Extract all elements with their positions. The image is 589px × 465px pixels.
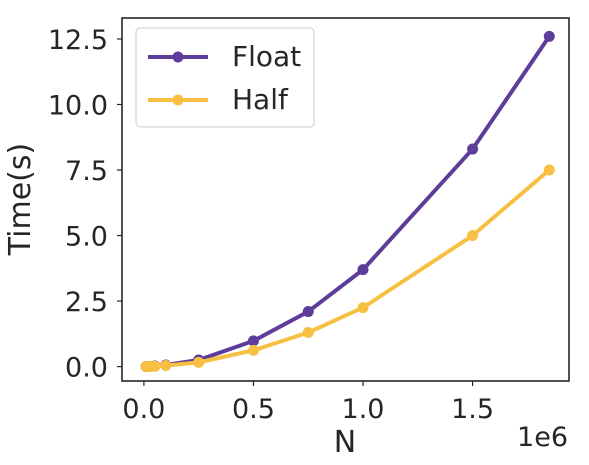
y-axis-title: Time(s) [3,143,38,256]
legend-marker-float [172,51,184,63]
x-tick-label: 1.5 [451,394,494,425]
legend-label-float: Float [232,40,301,73]
data-point-float [357,264,369,276]
plot-frame [121,17,570,382]
data-point-half [467,230,479,242]
y-tick-label: 12.5 [48,25,108,56]
x-tick-label: 1.0 [342,394,385,425]
x-axis-title: N [334,425,356,460]
data-point-float [467,143,479,155]
data-point-half [149,360,161,372]
legend-marker-half [172,94,184,106]
y-tick-label: 0.0 [65,353,108,384]
data-point-half [357,302,369,314]
data-marks [140,30,555,373]
data-point-half [543,164,555,176]
y-tick-label: 10.0 [48,90,108,121]
legend: Float Half [135,27,315,128]
x-tick-label: 0.0 [122,394,165,425]
y-tick-label: 5.0 [65,222,108,253]
data-point-float [543,30,555,42]
x-axis-offset-label: 1e6 [517,422,568,453]
data-point-half [160,360,172,372]
data-point-half [247,344,259,356]
x-tick-label: 0.5 [232,394,275,425]
y-axis-ticks: 0.0 2.5 5.0 7.5 10.0 12.5 [48,25,122,384]
data-point-half [302,327,314,339]
y-tick-label: 2.5 [65,287,108,318]
y-tick-label: 7.5 [65,156,108,187]
legend-label-half: Half [232,83,289,116]
x-axis-ticks: 0.0 0.5 1.0 1.5 [122,381,494,425]
data-point-float [302,306,314,318]
data-point-float [247,335,259,347]
data-point-half [193,356,205,368]
